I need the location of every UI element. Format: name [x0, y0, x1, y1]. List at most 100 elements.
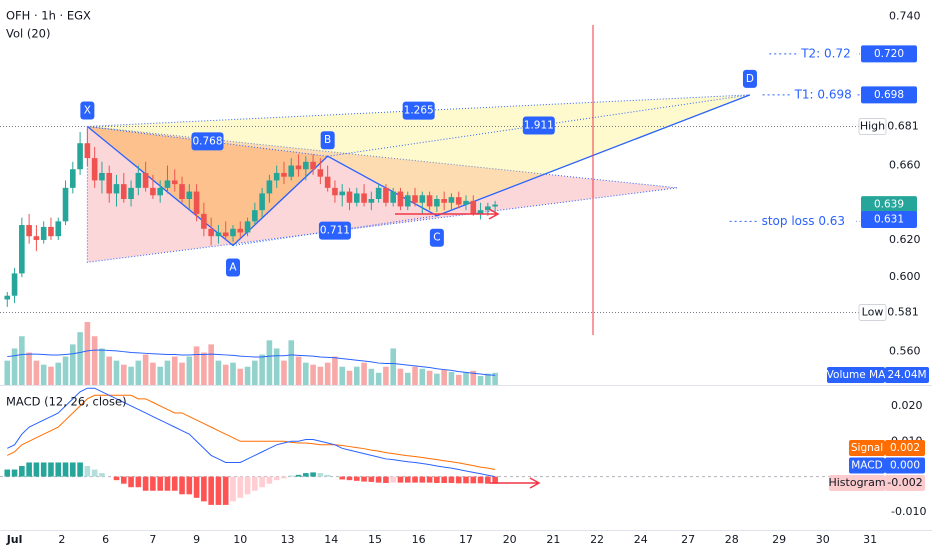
histogram-bar [492, 476, 498, 484]
volume-bar [244, 366, 251, 385]
volume-bar [317, 366, 324, 385]
candle-body [171, 180, 178, 185]
pattern-triangle [86, 125, 678, 263]
volume-bar [48, 366, 54, 385]
y-tick-label: 0.740 [889, 10, 921, 23]
histogram-bar [4, 469, 11, 477]
macd-title: MACD (12, 26, close) [6, 395, 127, 409]
candle-body [157, 187, 163, 196]
volume-bar [84, 322, 91, 385]
candle-body [33, 236, 40, 240]
volume-bar [441, 369, 447, 385]
volume-bar [201, 352, 207, 385]
ratio-box [522, 116, 555, 135]
price-tag-box [861, 210, 917, 228]
volume-bar [193, 346, 200, 385]
pattern-point-label: B [324, 134, 331, 146]
histogram-bar [455, 476, 462, 484]
legend-value: 0.000 [890, 460, 920, 472]
candle-body [339, 191, 346, 196]
price-tag-box [861, 196, 917, 214]
volume-ma-value: 24.04M [887, 369, 926, 381]
candle-body [281, 172, 287, 177]
ratio-box [318, 221, 351, 240]
x-tick-label: Jul [6, 533, 23, 546]
volume-bar [346, 370, 353, 385]
histogram-bar [383, 476, 389, 483]
histogram-bar [273, 476, 280, 481]
arrow [395, 208, 500, 220]
histogram-bar [485, 476, 491, 484]
y-tick-label: 0.560 [889, 345, 921, 358]
x-tick-label: 21 [546, 533, 560, 546]
marks [0, 126, 860, 505]
extreme-label: Low [862, 305, 884, 318]
volume-bar [266, 340, 273, 385]
price-tag: 0.698 [874, 89, 904, 101]
histogram-bar [19, 466, 25, 477]
volume-bar [412, 366, 418, 385]
extreme-tag: 0.681 [887, 119, 919, 132]
histogram-bar [215, 476, 222, 505]
candle-body [477, 210, 484, 214]
x-tick-label: 9 [193, 533, 200, 546]
candle-body [252, 210, 258, 222]
candle-body [383, 187, 389, 203]
volume-bar [120, 364, 127, 385]
overlay: 0.740 0.660 0.620 0.600 0.560 Jul 2 6 7 9 10 13 14 15… [0, 10, 932, 546]
histogram-bar [91, 469, 98, 477]
volume-bar [70, 344, 76, 385]
candle-body [62, 187, 69, 222]
candle-body [208, 228, 214, 237]
pattern-point-label: A [229, 262, 237, 274]
pattern-guide [232, 215, 437, 247]
pattern-guide [87, 125, 328, 157]
ratio-label: 1.911 [524, 120, 554, 132]
volume-ma-value-box [885, 367, 929, 383]
histogram-bar [142, 476, 149, 491]
candle-body [135, 172, 142, 188]
level-label-bg [799, 45, 856, 62]
histogram-bar [99, 473, 105, 477]
volume-bar [91, 336, 98, 385]
volume-bar [19, 336, 25, 385]
y-tick-label: 0.600 [889, 270, 921, 283]
histogram-bar [40, 462, 47, 477]
histogram-bar [288, 475, 295, 477]
volume-bar [339, 366, 346, 385]
histogram-bar [193, 476, 200, 498]
histogram-bar [33, 462, 40, 477]
legend-value-box [885, 440, 925, 456]
volume-ma-line [7, 349, 496, 376]
candle-body [150, 187, 156, 196]
x-tick-label: 27 [681, 533, 695, 546]
volume-bar [215, 360, 222, 385]
histogram-bar [128, 476, 134, 488]
volume-bar [135, 360, 142, 385]
pattern-point-box [742, 69, 757, 88]
volume-bar [157, 366, 163, 385]
volume-bar [455, 374, 462, 385]
candle-body [40, 226, 47, 240]
level-label-bg [792, 86, 856, 103]
price-tag-box [861, 86, 917, 104]
volume-bar [33, 360, 40, 385]
histogram-bar [135, 476, 142, 488]
histogram-bar [244, 476, 251, 495]
histogram-bar [470, 476, 477, 484]
level-label: T2: 0.72 [800, 46, 851, 60]
ratio-box [191, 132, 224, 151]
volume-bar [55, 362, 62, 385]
candle-body [426, 195, 433, 207]
volume-bar [171, 356, 178, 385]
candle-body [324, 176, 331, 188]
y-tick-label: 0.620 [889, 233, 921, 246]
pattern-leg [86, 94, 751, 247]
volume-title: Vol (20) [6, 27, 50, 41]
level-label-bg [759, 213, 856, 230]
volume-bar [113, 360, 120, 385]
volume-bar [186, 356, 193, 385]
candle-body [120, 184, 127, 200]
macd-line [7, 394, 496, 471]
histogram-bar [259, 476, 265, 488]
